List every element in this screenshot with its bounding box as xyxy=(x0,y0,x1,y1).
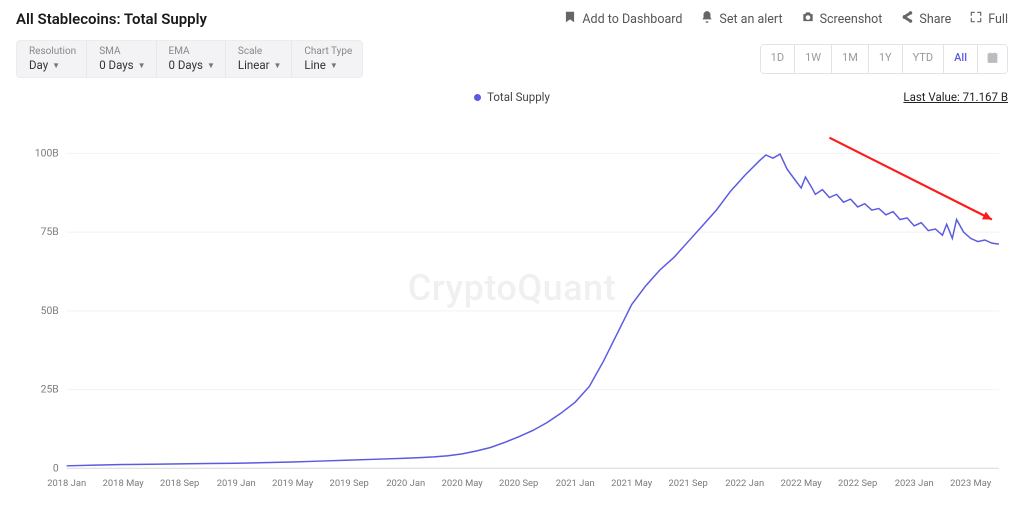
chevron-down-icon: ▼ xyxy=(273,61,281,70)
range-all-button[interactable]: All xyxy=(944,45,978,73)
range-1d-button[interactable]: 1D xyxy=(761,45,795,73)
svg-text:75B: 75B xyxy=(41,225,59,238)
ema-value: 0 Days xyxy=(169,58,203,72)
legend-label: Total Supply xyxy=(487,90,550,104)
chart-type-dropdown[interactable]: Chart Type Line ▼ xyxy=(292,41,362,77)
chart-type-value: Line xyxy=(304,58,325,72)
camera-icon xyxy=(801,10,815,28)
chart-area[interactable]: CryptoQuant 025B50B75B100B2018 Jan2018 M… xyxy=(0,110,1024,496)
chevron-down-icon: ▼ xyxy=(330,61,338,70)
sma-label: SMA xyxy=(99,46,145,57)
svg-text:50B: 50B xyxy=(41,304,59,317)
legend-item: Total Supply xyxy=(474,90,550,104)
chart-type-label: Chart Type xyxy=(304,46,352,57)
svg-text:2020 Jan: 2020 Jan xyxy=(386,478,425,489)
range-1m-button[interactable]: 1M xyxy=(832,45,869,73)
svg-text:2018 May: 2018 May xyxy=(103,478,145,489)
svg-text:2022 Jan: 2022 Jan xyxy=(725,478,764,489)
svg-text:100B: 100B xyxy=(35,146,59,159)
svg-text:2022 Sep: 2022 Sep xyxy=(838,478,877,489)
last-value-number: 71.167 B xyxy=(963,90,1008,104)
svg-text:2019 May: 2019 May xyxy=(272,478,314,489)
svg-text:2020 May: 2020 May xyxy=(442,478,484,489)
bell-icon xyxy=(700,10,714,28)
header-actions: Add to Dashboard Set an alert Screenshot Sh… xyxy=(563,10,1008,28)
share-label: Share xyxy=(919,12,951,27)
svg-text:0: 0 xyxy=(53,461,59,474)
last-value[interactable]: Last Value: 71.167 B xyxy=(903,90,1008,104)
screenshot-button[interactable]: Screenshot xyxy=(801,10,883,28)
last-value-label: Last Value: xyxy=(903,90,959,104)
svg-text:2021 May: 2021 May xyxy=(611,478,653,489)
scale-value: Linear xyxy=(238,58,270,72)
set-alert-label: Set an alert xyxy=(719,12,782,27)
screenshot-label: Screenshot xyxy=(820,12,883,27)
range-picker: 1D1W1M1YYTDAll xyxy=(760,44,1008,74)
sma-value: 0 Days xyxy=(99,58,133,72)
expand-icon xyxy=(969,10,983,28)
resolution-label: Resolution xyxy=(29,46,76,57)
range-ytd-button[interactable]: YTD xyxy=(903,45,944,73)
svg-text:25B: 25B xyxy=(41,383,59,396)
add-dash-button[interactable]: Add to Dashboard xyxy=(563,10,682,28)
calendar-button[interactable] xyxy=(978,45,1007,73)
range-1y-button[interactable]: 1Y xyxy=(869,45,903,73)
svg-text:2023 May: 2023 May xyxy=(950,478,992,489)
resolution-value: Day xyxy=(29,58,48,72)
svg-text:2021 Sep: 2021 Sep xyxy=(669,478,708,489)
full-label: Full xyxy=(988,12,1008,27)
svg-text:2019 Sep: 2019 Sep xyxy=(330,478,369,489)
chevron-down-icon: ▼ xyxy=(138,61,146,70)
line-chart-svg: 0 25B 50B 75B 100B 2018 Jan 2018 May 2018 Sep 20… xyxy=(16,114,1014,496)
legend-dot-icon xyxy=(474,94,481,101)
chevron-down-icon: ▼ xyxy=(207,61,215,70)
chart-controls: Resolution Day▼ SMA 0 Days▼ EMA 0 Days▼ … xyxy=(16,40,363,78)
resolution-dropdown[interactable]: Resolution Day ▼ xyxy=(17,41,87,77)
share-icon xyxy=(900,10,914,28)
svg-text:2022 May: 2022 May xyxy=(781,478,823,489)
svg-text:2019 Jan: 2019 Jan xyxy=(217,478,256,489)
bookmark-icon xyxy=(563,10,577,28)
full-button[interactable]: Full xyxy=(969,10,1008,28)
set-alert-button[interactable]: Set an alert xyxy=(700,10,782,28)
scale-label: Scale xyxy=(238,46,282,57)
share-button[interactable]: Share xyxy=(900,10,951,28)
svg-text:2018 Jan: 2018 Jan xyxy=(47,478,86,489)
calendar-icon xyxy=(986,51,999,67)
svg-text:2020 Sep: 2020 Sep xyxy=(499,478,538,489)
svg-text:2021 Jan: 2021 Jan xyxy=(556,478,595,489)
svg-text:2018 Sep: 2018 Sep xyxy=(160,478,199,489)
add-dash-label: Add to Dashboard xyxy=(582,12,682,27)
svg-text:2023 Jan: 2023 Jan xyxy=(895,478,934,489)
legend-row: Total Supply Last Value: 71.167 B xyxy=(0,84,1024,110)
sma-dropdown[interactable]: SMA 0 Days ▼ xyxy=(87,41,156,77)
ema-label: EMA xyxy=(169,46,215,57)
page-title: All Stablecoins: Total Supply xyxy=(16,10,207,28)
range-1w-button[interactable]: 1W xyxy=(795,45,832,73)
scale-dropdown[interactable]: Scale Linear▼ xyxy=(226,41,293,77)
ema-dropdown[interactable]: EMA 0 Days ▼ xyxy=(157,41,226,77)
chevron-down-icon: ▼ xyxy=(52,61,60,70)
